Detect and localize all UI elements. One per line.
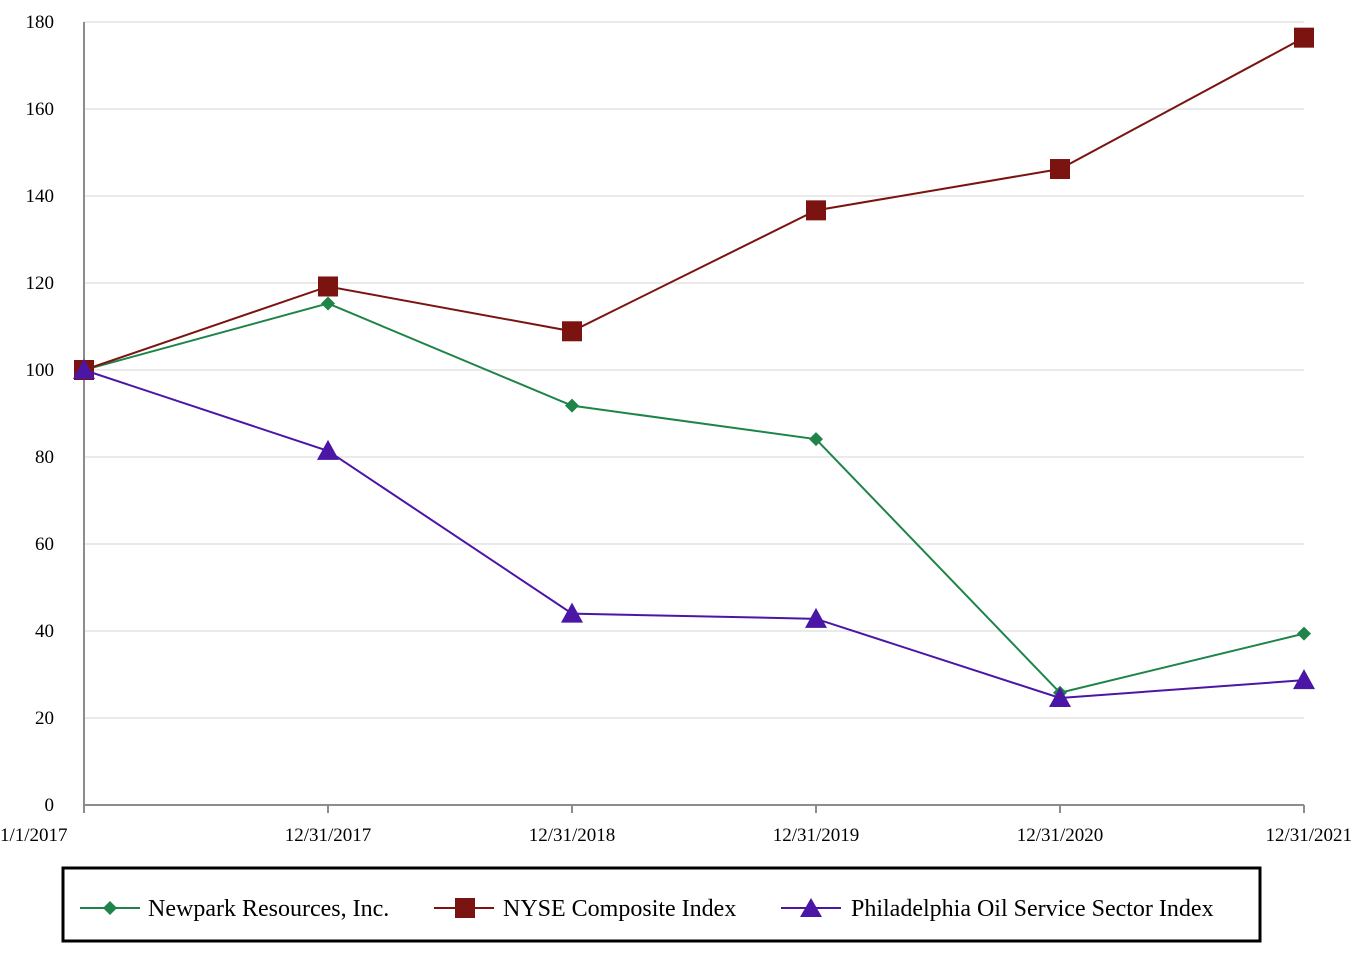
series-diamond [77,296,1311,700]
legend-marker-diamond [103,901,117,915]
data-point-diamond [1297,626,1311,641]
y-tick-label: 140 [26,186,55,207]
series-square [74,27,1314,380]
series-line [83,369,1305,700]
data-point-diamond [321,296,335,311]
legend-label-nyse: NYSE Composite Index [503,896,736,922]
legend-label-philadelphia: Philadelphia Oil Service Sector Index [851,896,1214,922]
data-point-square [562,321,582,342]
data-point-triangle [317,439,339,460]
series-group [73,27,1315,707]
data-point-triangle [1049,686,1071,707]
data-point-diamond [809,432,823,447]
data-point-triangle [1293,669,1315,690]
x-tick-label: 12/31/2021 [1265,825,1352,846]
y-tick-label: 160 [26,99,55,120]
data-point-square [1294,27,1314,48]
y-tick-label: 100 [26,360,55,381]
y-tick-labels: 0 20 40 60 80 100 120 140 160 180 [26,12,55,816]
series-line [83,302,1305,694]
legend: Newpark Resources, Inc. NYSE Composite I… [61,866,1262,943]
y-tick-label: 20 [35,708,54,729]
y-tick-label: 120 [26,273,55,294]
data-point-triangle [561,602,583,623]
data-point-triangle [805,607,827,628]
legend-item-newpark: Newpark Resources, Inc. [80,896,389,922]
x-tick-label: 1/1/2017 [0,825,68,846]
legend-box [61,866,1262,943]
y-tick-label: 0 [45,795,55,816]
data-point-square [1050,159,1070,180]
legend-label-newpark: Newpark Resources, Inc. [148,896,389,922]
data-point-triangle [73,359,95,379]
series-triangle [73,359,1315,707]
data-point-square [806,200,826,221]
legend-marker-triangle [800,898,822,917]
x-tick-label: 12/31/2019 [773,825,860,846]
y-tick-label: 60 [35,534,54,555]
legend-item-philadelphia: Philadelphia Oil Service Sector Index [781,896,1214,922]
x-tick-label: 12/31/2017 [285,825,372,846]
y-tick-label: 180 [26,12,55,33]
y-tick-label: 80 [35,447,54,468]
legend-marker-square [455,898,475,918]
x-tick-labels: 1/1/2017 12/31/2017 12/31/2018 12/31/2019 12… [0,805,1352,846]
data-point-square [318,276,338,297]
x-tick-label: 12/31/2020 [1017,825,1104,846]
y-tick-label: 40 [35,621,54,642]
legend-item-nyse: NYSE Composite Index [434,896,736,922]
axes [83,22,1304,806]
series-line [83,36,1305,371]
gridlines [84,21,1304,719]
data-point-diamond [565,398,579,413]
x-tick-label: 12/31/2018 [529,825,616,846]
